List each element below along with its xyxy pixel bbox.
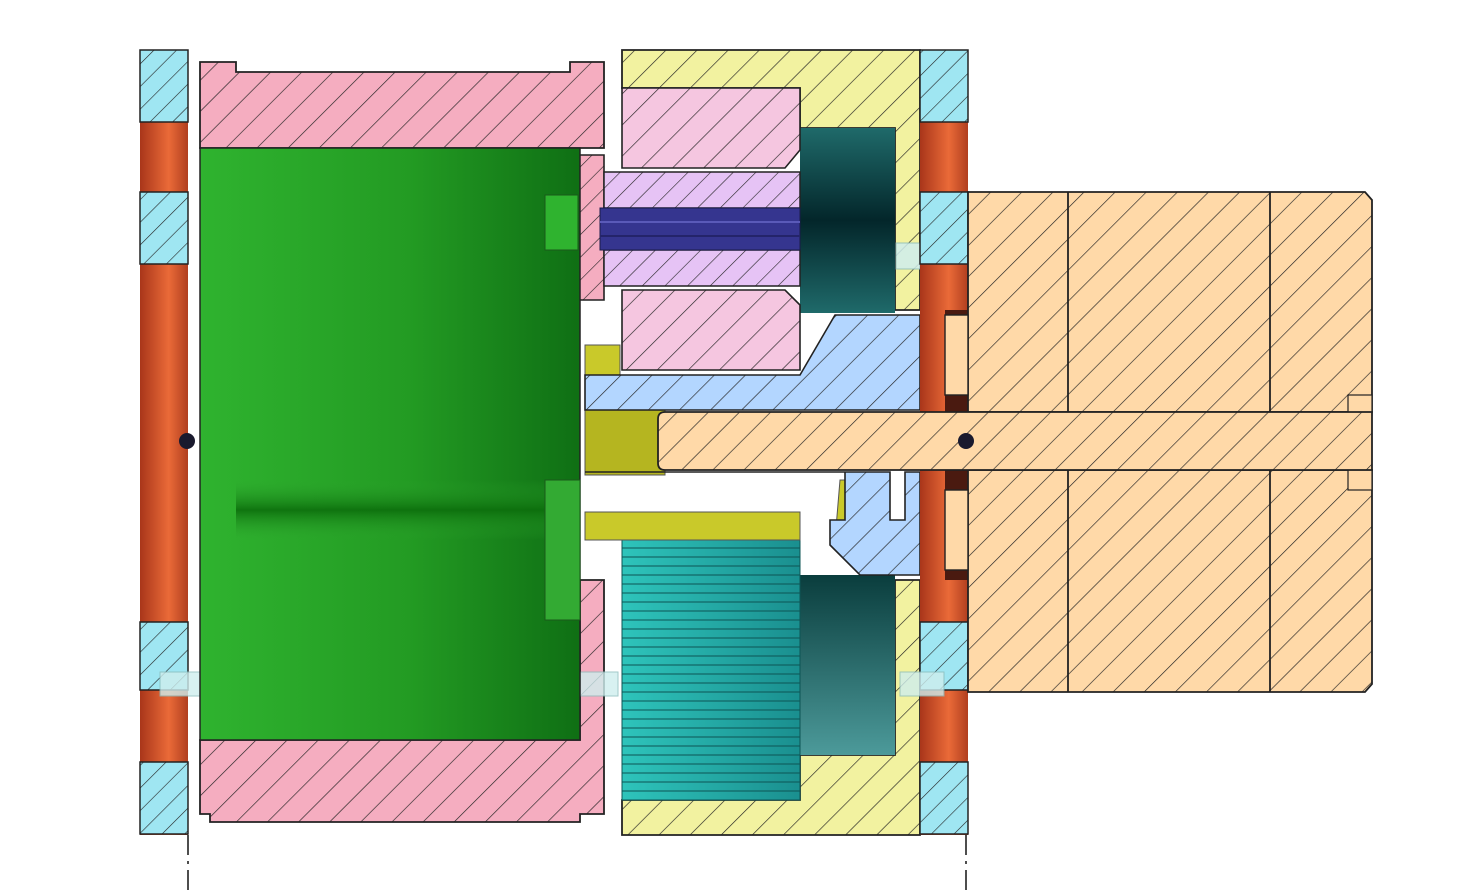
left-axis-point bbox=[179, 433, 195, 890]
gear-teeth bbox=[621, 539, 801, 801]
planet-pin bbox=[603, 171, 801, 287]
right-axis-point bbox=[958, 433, 974, 890]
pulley-housing bbox=[199, 61, 619, 823]
output-shaft-sleeve bbox=[584, 314, 921, 576]
bolt bbox=[599, 207, 801, 251]
inner-drum bbox=[199, 147, 581, 741]
planet-carrier bbox=[621, 87, 801, 371]
left-flange-ring bbox=[139, 49, 205, 835]
motor-shaft bbox=[657, 411, 1373, 471]
ring-gear bbox=[800, 128, 895, 755]
motor-body bbox=[944, 191, 1373, 693]
